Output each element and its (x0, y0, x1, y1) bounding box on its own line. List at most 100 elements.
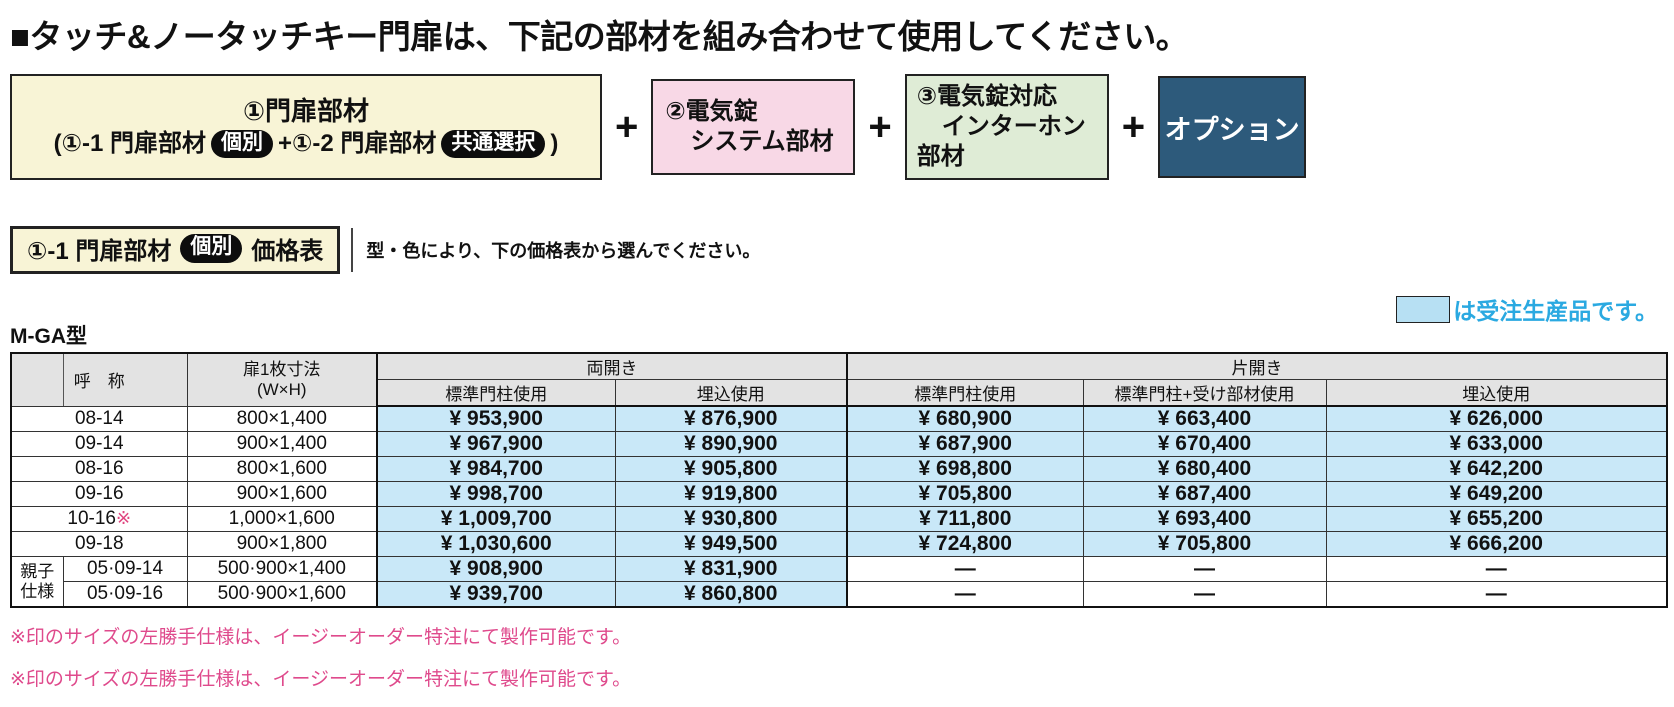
empty-price-cell: — (1325, 581, 1668, 608)
price-table-header: 呼 称 扉1枚寸法 (W×H) 両開き 片開き 標準門柱使用 埋込使用 標準門柱… (10, 352, 1668, 407)
plus-sign: + (868, 105, 892, 149)
component-flow-diagram: ①門扉部材 (①-1 門扉部材 個別 +①-2 門扉部材 共通選択 ) + ②電… (10, 74, 1666, 180)
door-size: 900×1,600 (186, 481, 378, 507)
component-box-electric-lock: ②電気錠 システム部材 (651, 79, 856, 175)
price-table: 呼 称 扉1枚寸法 (W×H) 両開き 片開き 標準門柱使用 埋込使用 標準門柱… (10, 352, 1669, 608)
made-to-order-legend: は受注生産品です。 (1396, 292, 1658, 326)
section-label: ①-1 門扉部材 個別 価格表 (10, 226, 341, 274)
common-select-badge: 共通選択 (441, 130, 546, 159)
table-row: 10-16※ 1,000×1,600 ¥ 1,009,700 ¥ 930,800 ¥ 7… (10, 506, 1668, 532)
price-table-body: 08-14 800×1,400 ¥ 953,900 ¥ 876,900 ¥ 680,90… (10, 405, 1668, 608)
price-cell: ¥ 919,800 (614, 481, 848, 507)
empty-price-cell: — (1325, 556, 1668, 582)
price-cell: ¥ 687,400 (1082, 481, 1327, 507)
price-cell: ¥ 705,800 (846, 481, 1084, 507)
header-single-standard-pillar: 標準門柱使用 (846, 379, 1084, 407)
price-cell: ¥ 680,400 (1082, 456, 1327, 482)
gate-parts-formula: (①-1 門扉部材 個別 +①-2 門扉部材 共通選択 ) (53, 129, 559, 159)
header-name: 呼 称 (10, 352, 188, 407)
price-cell: ¥ 626,000 (1325, 405, 1668, 432)
interphone-line2: インターホン (941, 113, 1086, 140)
catalog-page: ■タッチ&ノータッチキー門扉は、下記の部材を組み合わせて使用してください。 ①門… (10, 18, 1669, 691)
section-label-suffix: 価格表 (251, 238, 324, 265)
header-double-opening: 両開き (376, 352, 848, 380)
price-cell: ¥ 908,900 (376, 556, 616, 582)
component-box-interphone: ③電気錠対応 インターホン 部材 (904, 74, 1109, 180)
header-door-size-line2: (W×H) (256, 379, 307, 399)
individual-badge: 個別 (210, 130, 273, 159)
price-cell: ¥ 698,800 (846, 456, 1084, 482)
model-code: 08-14 (10, 405, 188, 432)
formula-close: ) (550, 129, 559, 157)
price-cell: ¥ 953,900 (376, 405, 616, 432)
price-cell: ¥ 930,800 (614, 506, 848, 532)
interphone-line3: 部材 (916, 143, 965, 170)
table-row: 08-16 800×1,600 ¥ 984,700 ¥ 905,800 ¥ 698,80… (10, 456, 1668, 482)
model-code: 05·09-16 (62, 581, 188, 608)
section-label-prefix: ①-1 門扉部材 (27, 238, 172, 265)
price-cell: ¥ 831,900 (614, 556, 848, 582)
price-cell: ¥ 1,030,600 (376, 531, 616, 557)
header-door-size-line1: 扉1枚寸法 (243, 360, 321, 380)
price-cell: ¥ 876,900 (614, 405, 848, 432)
model-code: 09-16 (10, 481, 188, 507)
price-cell: ¥ 967,900 (376, 431, 616, 457)
price-cell: ¥ 687,900 (846, 431, 1084, 457)
table-row: 08-14 800×1,400 ¥ 953,900 ¥ 876,900 ¥ 680,90… (10, 405, 1668, 432)
note-mark: ※ (116, 508, 132, 528)
door-size: 800×1,400 (186, 405, 378, 432)
price-cell: ¥ 998,700 (376, 481, 616, 507)
plus-sign: + (615, 105, 639, 149)
header-single-opening: 片開き (845, 352, 1668, 380)
price-cell: ¥ 642,200 (1325, 456, 1668, 482)
footnote: ※印のサイズの左勝手仕様は、イージーオーダー特注にて製作可能です。 (10, 627, 632, 648)
price-cell: ¥ 890,900 (614, 431, 848, 457)
price-cell: ¥ 670,400 (1082, 431, 1327, 457)
door-size: 900×1,800 (186, 531, 378, 557)
individual-badge: 個別 (180, 234, 243, 263)
price-cell: ¥ 949,500 (614, 531, 848, 557)
header-single-embedded: 埋込使用 (1325, 379, 1668, 407)
model-code: 08-16 (10, 456, 188, 482)
price-cell: ¥ 1,009,700 (376, 506, 616, 532)
page-title: ■タッチ&ノータッチキー門扉は、下記の部材を組み合わせて使用してください。 (10, 18, 1189, 55)
model-name: M-GA型 (10, 325, 87, 348)
table-row: 親子 仕様 05·09-14 500·900×1,400 ¥ 908,900 ¥ 831,… (10, 556, 1668, 608)
legend-color-swatch (1396, 295, 1451, 323)
footnote: ※印のサイズの左勝手仕様は、イージーオーダー特注にて製作可能です。 (10, 669, 632, 690)
empty-price-cell: — (846, 556, 1084, 582)
group-label: 親子 仕様 (10, 556, 64, 608)
header-door-size: 扉1枚寸法 (W×H) (186, 352, 378, 407)
model-code: 05·09-14 (62, 556, 188, 582)
door-size: 1,000×1,600 (186, 506, 378, 532)
price-cell: ¥ 905,800 (614, 456, 848, 482)
header-double-standard-pillar: 標準門柱使用 (376, 379, 616, 407)
model-legend-row: は受注生産品です。 M-GA型 (10, 274, 1666, 352)
price-cell: ¥ 724,800 (846, 531, 1084, 557)
table-row: 09-16 900×1,600 ¥ 998,700 ¥ 919,800 ¥ 705,80… (10, 481, 1668, 507)
component-box-gate-parts: ①門扉部材 (①-1 門扉部材 個別 +①-2 門扉部材 共通選択 ) (10, 74, 602, 180)
price-cell: ¥ 984,700 (376, 456, 616, 482)
interphone-line1: ③電気錠対応 (916, 83, 1058, 110)
plus-sign: + (1121, 105, 1146, 149)
price-cell: ¥ 693,400 (1082, 506, 1327, 532)
price-cell: ¥ 655,200 (1325, 506, 1668, 532)
price-cell: ¥ 663,400 (1082, 405, 1327, 432)
model-code: 10-16※ (10, 506, 188, 532)
empty-price-cell: — (1082, 581, 1327, 608)
section-description: 型・色により、下の価格表から選んでください。 (351, 228, 760, 272)
electric-lock-line1: ②電気錠 (665, 98, 758, 125)
price-cell: ¥ 860,800 (614, 581, 848, 608)
price-cell: ¥ 939,700 (376, 581, 616, 608)
footnotes: ※印のサイズの左勝手仕様は、イージーオーダー特注にて製作可能です。 ※印のサイズ… (10, 622, 1666, 691)
gate-parts-heading: ①門扉部材 (242, 95, 369, 126)
price-cell: ¥ 649,200 (1325, 481, 1668, 507)
door-size: 500·900×1,400 (186, 556, 378, 582)
price-cell: ¥ 705,800 (1082, 531, 1327, 557)
formula-open: (①-1 門扉部材 (53, 129, 206, 157)
price-cell: ¥ 711,800 (846, 506, 1084, 532)
price-cell: ¥ 666,200 (1325, 531, 1668, 557)
table-row: 05·09-16 500·900×1,600 ¥ 939,700 ¥ 860,800—… (11, 581, 1668, 608)
model-code: 09-14 (10, 431, 188, 457)
model-code: 09-18 (10, 531, 188, 557)
